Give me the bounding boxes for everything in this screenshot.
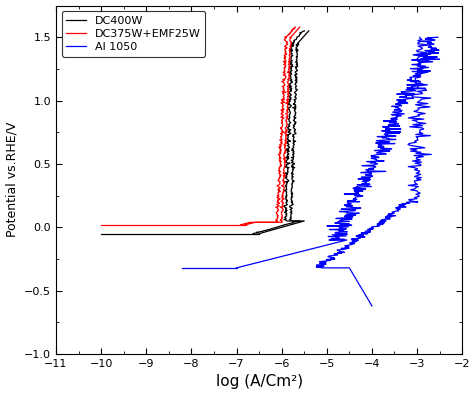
Al 1050 xyxy=(405,100,411,105)
DC375W+EMF25W xyxy=(285,94,290,99)
DC375W+EMF25W xyxy=(293,30,298,34)
DC400W xyxy=(306,28,312,33)
DC375W+EMF25W xyxy=(297,25,303,30)
DC375W+EMF25W xyxy=(287,47,293,52)
DC375W+EMF25W xyxy=(243,222,248,227)
Al 1050 xyxy=(407,75,413,80)
DC400W xyxy=(292,113,298,118)
Al 1050 xyxy=(409,87,415,91)
Al 1050 xyxy=(394,92,399,96)
DC400W xyxy=(291,114,297,118)
X-axis label: log (A/Cm²): log (A/Cm²) xyxy=(216,374,303,389)
DC375W+EMF25W xyxy=(283,134,288,138)
DC400W xyxy=(295,60,300,65)
Y-axis label: Potential vs.RHE/V: Potential vs.RHE/V xyxy=(6,122,19,237)
Al 1050 xyxy=(325,234,331,239)
Al 1050 xyxy=(435,35,441,40)
DC400W xyxy=(258,231,264,235)
Line: DC400W: DC400W xyxy=(259,31,309,234)
Al 1050 xyxy=(398,109,404,114)
DC400W xyxy=(256,231,262,236)
Line: DC375W+EMF25W: DC375W+EMF25W xyxy=(246,27,300,225)
DC375W+EMF25W xyxy=(280,171,286,175)
Line: Al 1050: Al 1050 xyxy=(237,37,440,268)
Al 1050 xyxy=(234,265,239,270)
DC400W xyxy=(295,47,300,52)
DC400W xyxy=(292,109,298,114)
Legend: DC400W, DC375W+EMF25W, Al 1050: DC400W, DC375W+EMF25W, Al 1050 xyxy=(61,11,205,56)
DC375W+EMF25W xyxy=(291,32,297,36)
